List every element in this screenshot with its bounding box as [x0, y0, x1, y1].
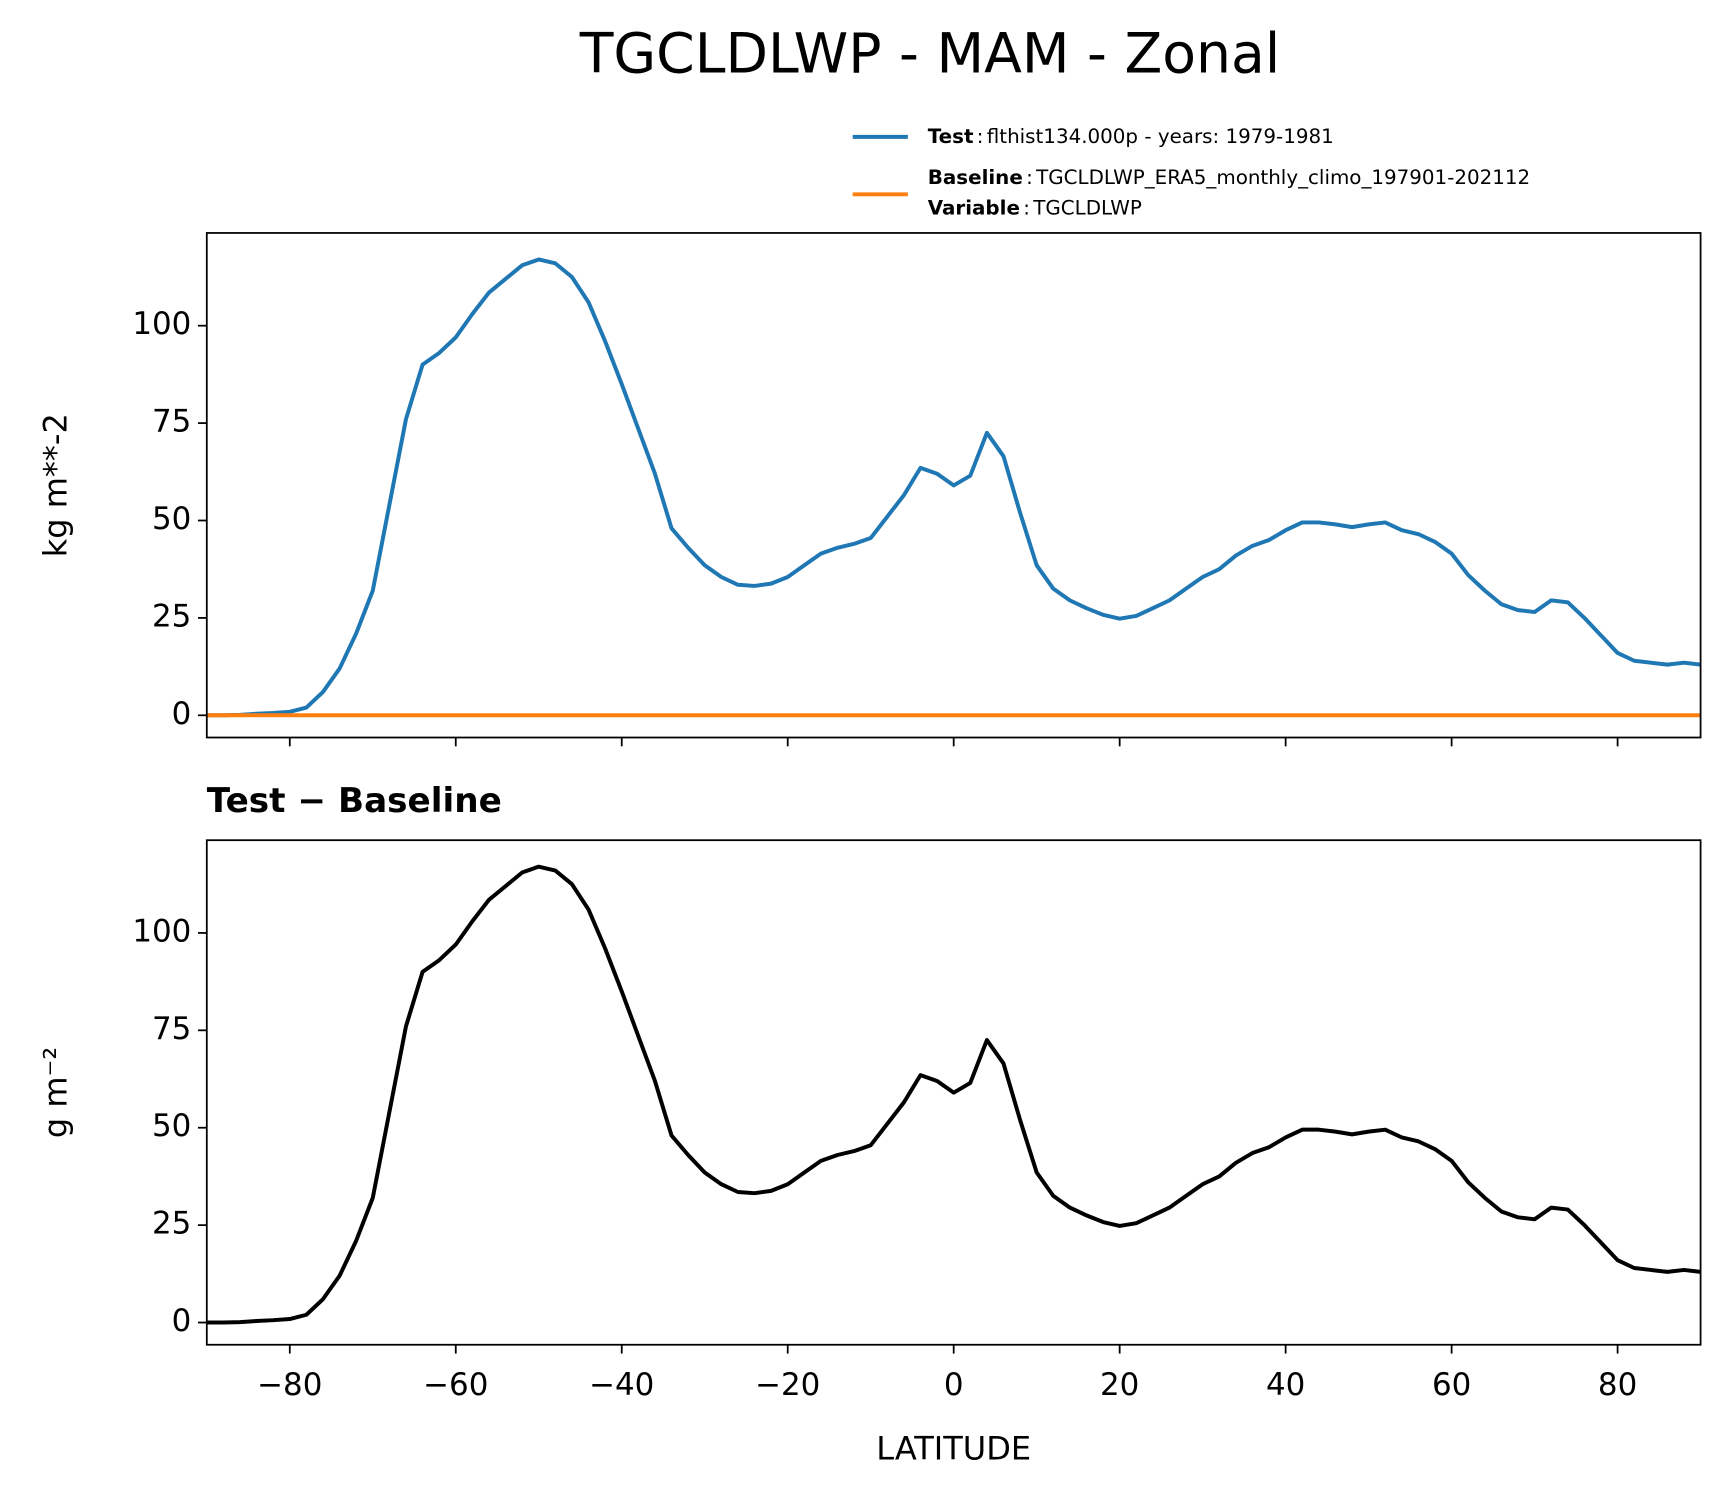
y-tick-label: 0: [172, 1303, 192, 1339]
x-tick-label: 80: [1598, 1367, 1637, 1403]
y-axis-label: g m⁻²: [37, 1047, 75, 1138]
y-tick-label: 100: [132, 306, 191, 342]
axes-frame: [205, 232, 1702, 739]
legend-entry: Baseline: TGCLDLWP_ERA5_monthly_climo_197…: [928, 165, 1530, 188]
y-tick-label: 100: [132, 913, 191, 949]
y-tick-label: 50: [152, 1108, 191, 1144]
x-tick-label: −40: [589, 1367, 654, 1403]
y-tick-label: 25: [152, 598, 191, 634]
y-tick-label: 0: [172, 696, 192, 732]
y-tick-label: 25: [152, 1206, 191, 1242]
chart-title: TGCLDLWP - MAM - Zonal: [579, 23, 1280, 87]
x-axis-label: LATITUDE: [876, 1430, 1031, 1468]
legend-separator: :: [1023, 196, 1030, 219]
y-tick-label: 50: [152, 501, 191, 537]
legend-note-name: Variable: [928, 196, 1020, 219]
x-tick-label: 40: [1266, 1367, 1305, 1403]
subplot-title: Test − Baseline: [207, 781, 502, 821]
data-line: [206, 864, 1701, 1325]
legend-note-text: TGCLDLWP: [1032, 196, 1142, 219]
axes-frame: [205, 839, 1702, 1346]
legend-entry: Test: flthist134.000p - years: 1979-1981: [928, 124, 1334, 147]
legend-separator: :: [1026, 165, 1033, 188]
legend-name: Test: [928, 124, 974, 147]
data-line: [206, 257, 1701, 718]
x-tick-label: 0: [944, 1367, 964, 1403]
legend-separator: :: [977, 124, 984, 147]
x-tick-label: 60: [1432, 1367, 1471, 1403]
y-axis-label: kg m**-2: [37, 413, 75, 557]
x-tick-label: 20: [1100, 1367, 1139, 1403]
x-tick-label: −80: [257, 1367, 322, 1403]
y-tick-label: 75: [152, 1011, 191, 1047]
x-tick-label: −20: [755, 1367, 820, 1403]
legend-text: flthist134.000p - years: 1979-1981: [987, 124, 1334, 147]
x-tick-label: −60: [423, 1367, 488, 1403]
y-tick-label: 75: [152, 404, 191, 440]
legend-text: TGCLDLWP_ERA5_monthly_climo_197901-20211…: [1035, 165, 1530, 188]
legend-note: Variable: TGCLDLWP: [928, 196, 1142, 219]
legend-name: Baseline: [928, 165, 1023, 188]
